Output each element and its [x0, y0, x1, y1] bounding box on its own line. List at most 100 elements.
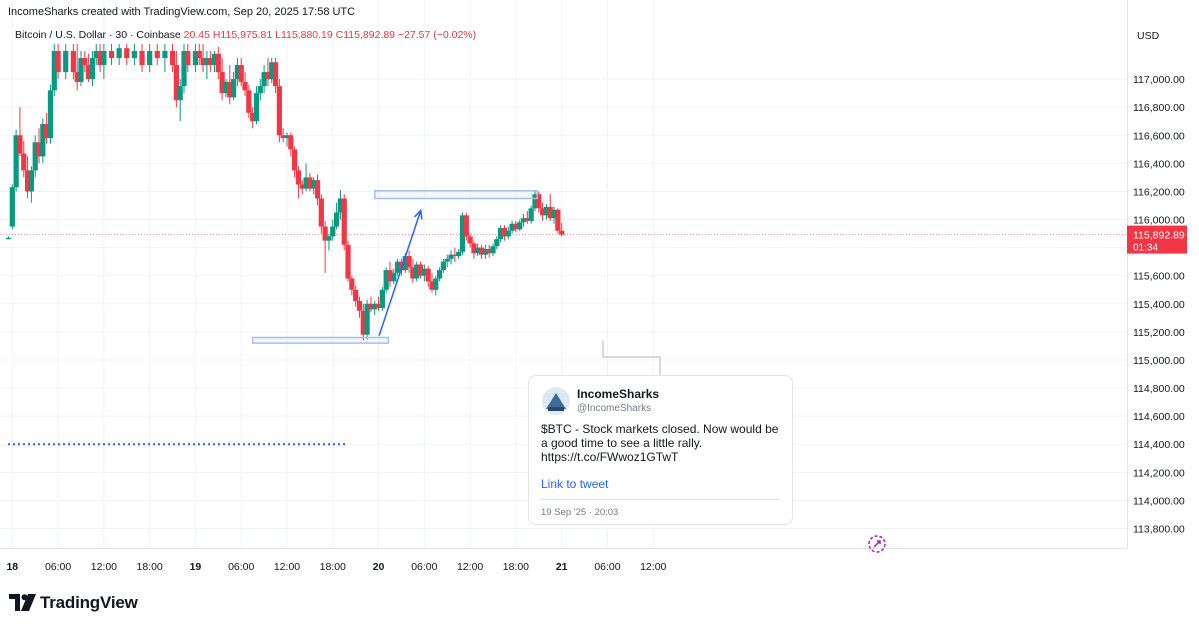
candle-body: [169, 51, 176, 66]
candle-body: [463, 215, 469, 237]
candle-body: [536, 194, 542, 209]
candle-body: [24, 170, 31, 192]
projection-arrow: [378, 210, 422, 336]
candle: [97, 44, 103, 73]
candle: [44, 112, 50, 144]
price-tick-label: 115,400.00: [1133, 299, 1185, 311]
ohlc-values: 20.45 H115,975.81 L115,880.19 C115,892.8…: [183, 29, 477, 41]
candle: [372, 300, 378, 316]
candle-body: [55, 51, 61, 73]
candle-body: [524, 218, 530, 221]
candle-body: [540, 208, 546, 216]
candle-body: [387, 270, 393, 282]
candle: [196, 44, 202, 66]
candle-body: [372, 303, 378, 310]
candle-body: [13, 135, 19, 188]
candle-body: [116, 48, 122, 59]
candle-body: [402, 256, 408, 271]
candle: [433, 275, 439, 296]
candle: [330, 219, 336, 241]
candle: [540, 202, 546, 221]
candle-body: [185, 51, 191, 66]
candle: [147, 44, 153, 73]
candle: [219, 58, 225, 101]
candle-body: [356, 300, 363, 311]
candle-body: [349, 278, 355, 290]
candle: [322, 220, 328, 273]
candle-body: [322, 226, 328, 241]
candle-body: [375, 303, 382, 309]
candle-body: [391, 272, 397, 282]
candle-body: [261, 72, 267, 87]
candle: [74, 44, 80, 91]
price-tick-label: 116,000.00: [1133, 215, 1185, 227]
candle: [5, 236, 12, 240]
candle: [459, 212, 466, 255]
candle: [425, 265, 431, 287]
candles: [5, 44, 565, 341]
candle: [528, 205, 534, 224]
candle: [181, 44, 187, 94]
candle-body: [436, 270, 443, 279]
candle-body: [299, 184, 305, 189]
candle: [360, 303, 366, 341]
time-tick-label: 06:00: [411, 561, 437, 573]
candle-body: [154, 51, 160, 59]
candle: [295, 166, 302, 199]
candle: [47, 84, 54, 144]
candle: [253, 86, 260, 125]
time-tick-label: 19: [190, 561, 202, 573]
candle: [238, 58, 244, 87]
candle: [364, 299, 370, 339]
price-axis: 117,000.00 116,800.00 116,600.00 116,400.00…: [1133, 74, 1185, 535]
candle-body: [444, 258, 450, 262]
currency-label[interactable]: USD: [1137, 30, 1160, 42]
attribution-text: IncomeSharks created with TradingView.co…: [8, 6, 356, 18]
candle: [436, 267, 443, 282]
tweet-divider: [541, 499, 780, 500]
candle: [417, 261, 424, 279]
candle-body: [318, 198, 324, 227]
candle: [498, 225, 504, 243]
candle-body: [307, 177, 313, 189]
tweet-text: $BTC - Stock markets closed. Now would b…: [541, 422, 779, 464]
time-tick-label: 21: [556, 561, 568, 573]
candle-body: [192, 51, 199, 66]
candle-body: [353, 289, 359, 301]
candle: [13, 129, 19, 192]
candle: [471, 240, 477, 259]
candle-body: [379, 289, 385, 309]
candle-body: [147, 51, 153, 66]
candle-body: [513, 223, 519, 230]
tweet-author-handle: @IncomeSharks: [577, 403, 652, 414]
candle: [333, 202, 340, 230]
candle-body: [219, 72, 225, 94]
candle: [368, 296, 374, 313]
candle-body: [82, 58, 88, 66]
symbol-name[interactable]: Bitcoin / U.S. Dollar · 30 · Coinbase: [15, 29, 181, 41]
candle: [395, 258, 401, 276]
candle-body: [303, 177, 309, 189]
candle: [482, 244, 488, 259]
candle: [318, 194, 324, 234]
candle: [276, 79, 282, 143]
candle-body: [345, 244, 351, 279]
candle: [379, 286, 385, 311]
time-tick-label: 18:00: [137, 561, 163, 573]
candle: [162, 44, 168, 73]
tweet-card: IncomeSharks @IncomeSharks $BTC - Stock …: [528, 375, 793, 525]
candle-body: [551, 209, 557, 219]
candle: [303, 163, 309, 192]
time-axis: 18 06:00 12:00 18:00 19 06:00 12:00 18:00 20 06:0…: [6, 561, 666, 573]
candle-body: [32, 142, 38, 171]
candle-body: [269, 62, 275, 80]
candle-body: [326, 236, 332, 241]
candle-body: [478, 247, 485, 255]
tradingview-logo[interactable]: TradingView: [9, 592, 138, 614]
candle: [89, 51, 96, 87]
candle-body: [124, 48, 130, 59]
link-to-tweet[interactable]: Link to tweet: [541, 477, 609, 491]
candle: [93, 44, 99, 66]
candle-body: [475, 247, 481, 254]
